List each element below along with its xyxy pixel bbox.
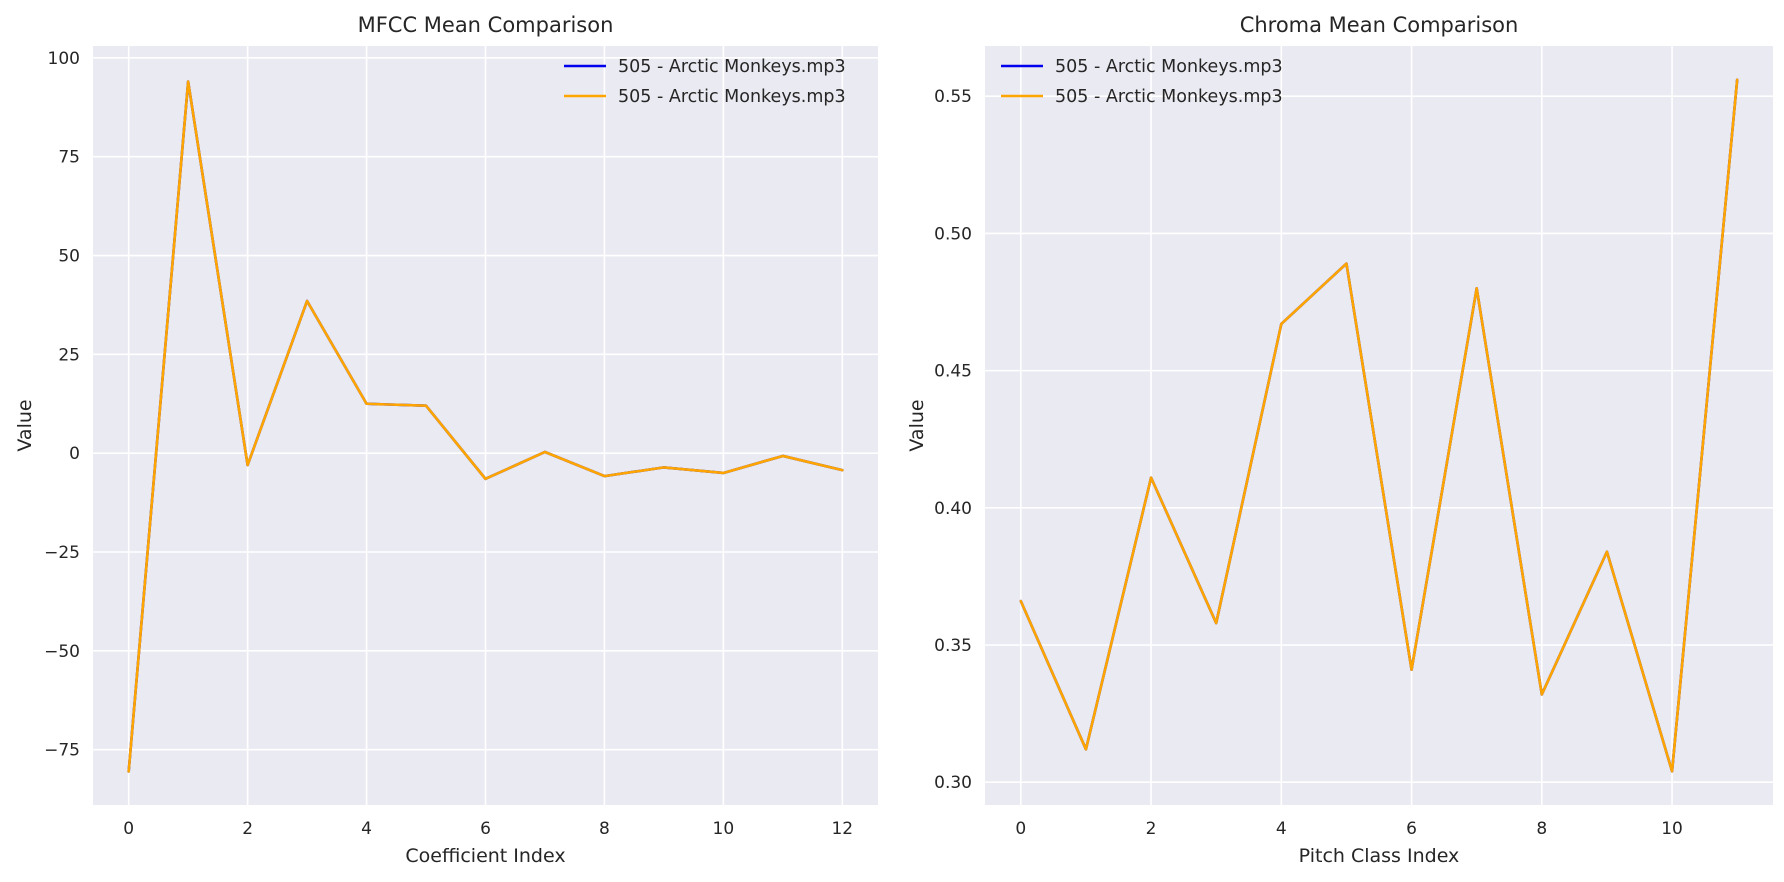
y-axis-label: Value	[14, 399, 36, 451]
x-tick-label: 4	[361, 819, 372, 839]
y-tick-label: 0.35	[934, 636, 972, 656]
series-line	[127, 80, 844, 773]
x-tick-label: 8	[1536, 819, 1547, 839]
x-axis-label: Pitch Class Index	[1299, 845, 1460, 867]
y-tick-label: 0	[69, 444, 80, 464]
y-tick-label: −25	[44, 543, 80, 563]
y-tick-label: 0.45	[934, 362, 972, 382]
legend: 505 - Arctic Monkeys.mp3 505 - Arctic Mon…	[564, 57, 846, 107]
y-tick-label: 0.30	[934, 773, 972, 793]
x-tick-label: 0	[123, 819, 134, 839]
y-tick-label: −75	[44, 741, 80, 761]
x-tick-label: 0	[1015, 819, 1026, 839]
x-tick-label: 10	[713, 819, 735, 839]
y-tick-label: 25	[58, 345, 80, 365]
chart-title: Chroma Mean Comparison	[1240, 13, 1519, 37]
legend-entry-label: 505 - Arctic Monkeys.mp3	[618, 87, 846, 107]
chroma-chart: 0 2 4 6 8 10 0.30 0.35 0.40 0.45 0.50 0.55 Chroma Me…	[906, 13, 1773, 867]
y-tick-label: 100	[48, 49, 80, 69]
x-tick-label: 6	[1406, 819, 1417, 839]
plot-area	[985, 46, 1773, 805]
y-tick-label: 0.50	[934, 224, 972, 244]
chart-title: MFCC Mean Comparison	[358, 13, 614, 37]
x-axis-label: Coefficient Index	[405, 845, 565, 867]
mfcc-chart: 0 2 4 6 8 10 12 −75 −50 −25 0 25 50 75 100 MFCC Mean Co…	[14, 13, 878, 867]
legend-entry-label: 505 - Arctic Monkeys.mp3	[1055, 57, 1283, 77]
y-tick-label: 75	[58, 148, 80, 168]
y-tick-label: −50	[44, 642, 80, 662]
legend-entry-label: 505 - Arctic Monkeys.mp3	[1055, 87, 1283, 107]
x-tick-label: 6	[480, 819, 491, 839]
y-tick-label: 0.55	[934, 87, 972, 107]
y-tick-label: 50	[58, 247, 80, 267]
x-tick-label: 8	[599, 819, 610, 839]
y-axis-label: Value	[906, 399, 928, 451]
series-line	[1019, 78, 1739, 773]
x-tick-label: 10	[1661, 819, 1683, 839]
y-tick-label: 0.40	[934, 499, 972, 519]
x-tick-label: 12	[831, 819, 853, 839]
x-tick-label: 2	[1146, 819, 1157, 839]
x-tick-label: 4	[1276, 819, 1287, 839]
x-tick-label: 2	[242, 819, 253, 839]
legend: 505 - Arctic Monkeys.mp3 505 - Arctic Mon…	[1001, 57, 1283, 107]
legend-entry-label: 505 - Arctic Monkeys.mp3	[618, 57, 846, 77]
